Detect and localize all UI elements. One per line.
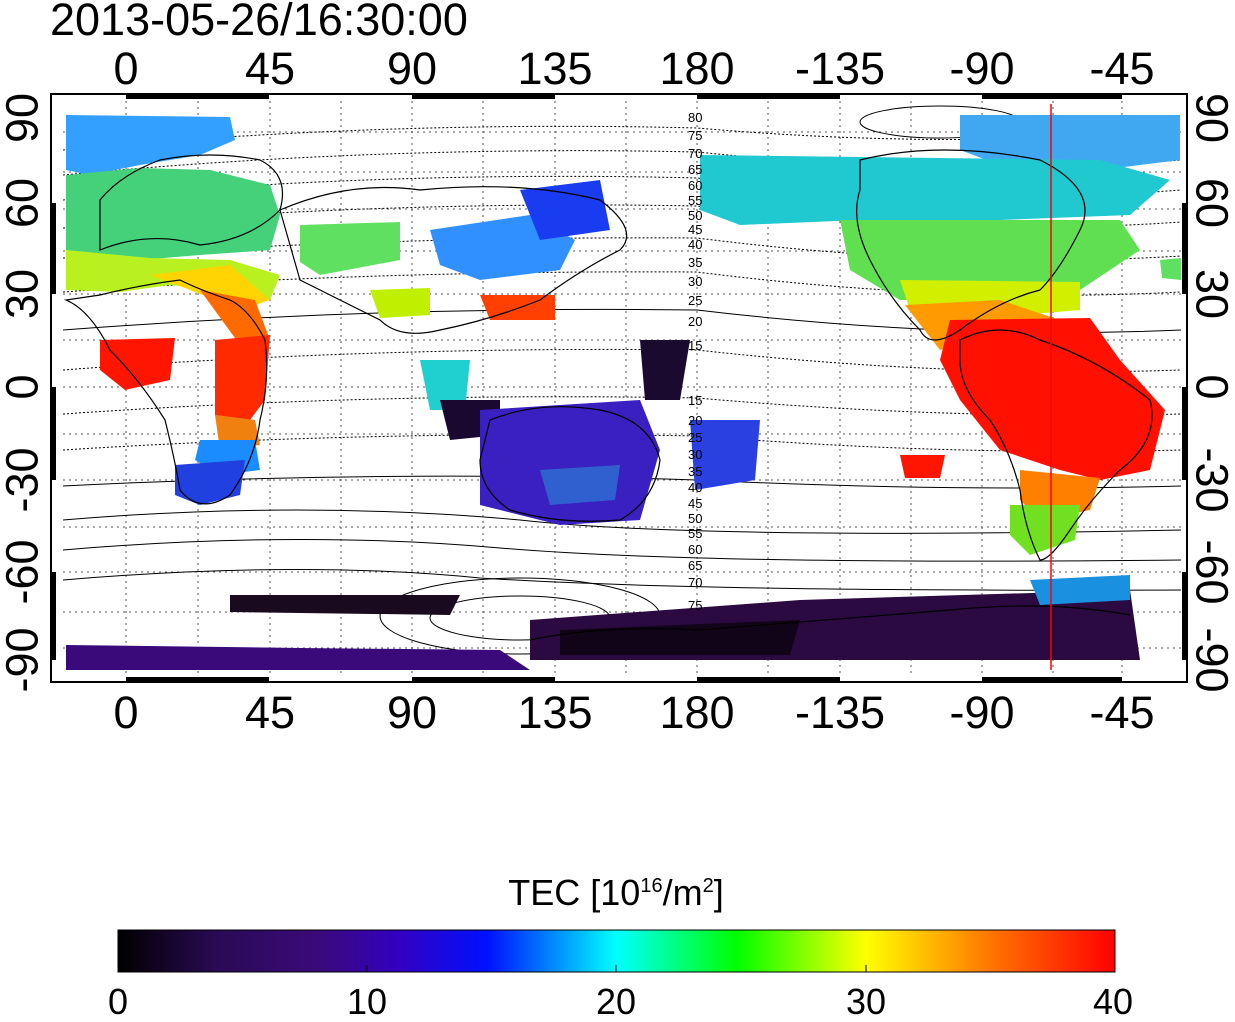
svg-text:25: 25 — [688, 430, 702, 445]
top-x-tick: -90 — [949, 43, 1015, 94]
svg-text:20: 20 — [688, 314, 702, 329]
colorbar-title: TEC [1016/m2] — [508, 872, 724, 913]
frame-border-bands — [51, 94, 1187, 682]
svg-text:40: 40 — [688, 480, 702, 495]
svg-text:30: 30 — [688, 274, 702, 289]
tec-data-cells — [66, 115, 1181, 670]
svg-text:50: 50 — [688, 208, 702, 223]
top-x-tick: 90 — [386, 43, 438, 94]
colorbar-tick-label: 30 — [845, 981, 887, 1022]
bottom-x-tick: 90 — [386, 687, 438, 738]
svg-text:15: 15 — [688, 338, 702, 353]
timestamp-title: 2013-05-26/16:30:00 — [50, 0, 468, 45]
svg-text:35: 35 — [688, 464, 702, 479]
svg-text:45: 45 — [688, 222, 702, 237]
svg-text:25: 25 — [688, 293, 702, 308]
bottom-x-tick: 45 — [244, 687, 296, 738]
bottom-x-tick: -45 — [1089, 687, 1155, 738]
top-x-tick: 45 — [244, 43, 296, 94]
svg-text:70: 70 — [688, 146, 702, 161]
contour-labels: 80 75 70 65 60 55 50 45 40 35 30 25 20 1… — [688, 110, 702, 613]
bottom-x-tick: -90 — [949, 687, 1015, 738]
svg-text:60: 60 — [688, 178, 702, 193]
coastlines — [63, 149, 1153, 641]
colorbar-tick-label: 10 — [346, 981, 388, 1022]
colorbar-tick-label: 20 — [595, 981, 637, 1022]
colorbar-tick-label: 40 — [1092, 981, 1134, 1022]
bottom-x-tick: 135 — [517, 687, 593, 738]
svg-text:20: 20 — [688, 413, 702, 428]
svg-text:60: 60 — [688, 542, 702, 557]
svg-text:75: 75 — [688, 128, 702, 143]
bottom-x-tick: -135 — [794, 687, 886, 738]
top-x-tick: 135 — [517, 43, 593, 94]
top-x-tick: 0 — [113, 43, 139, 94]
svg-text:65: 65 — [688, 162, 702, 177]
top-x-tick: -135 — [794, 43, 886, 94]
svg-text:40: 40 — [688, 237, 702, 252]
svg-text:15: 15 — [688, 393, 702, 408]
svg-text:30: 30 — [688, 447, 702, 462]
svg-text:55: 55 — [688, 193, 702, 208]
svg-text:55: 55 — [688, 526, 702, 541]
svg-text:65: 65 — [688, 558, 702, 573]
svg-text:80: 80 — [688, 110, 702, 125]
top-x-tick: 180 — [659, 43, 735, 94]
svg-text:50: 50 — [688, 511, 702, 526]
colorbar-tick-label: 0 — [107, 981, 129, 1022]
svg-text:45: 45 — [688, 496, 702, 511]
top-x-tick: -45 — [1089, 43, 1155, 94]
colorbar-tick-marks — [366, 965, 867, 972]
bottom-x-tick: 180 — [659, 687, 735, 738]
svg-text:70: 70 — [688, 575, 702, 590]
svg-text:35: 35 — [688, 255, 702, 270]
svg-text:75: 75 — [688, 598, 702, 613]
bottom-x-tick: 0 — [113, 687, 139, 738]
